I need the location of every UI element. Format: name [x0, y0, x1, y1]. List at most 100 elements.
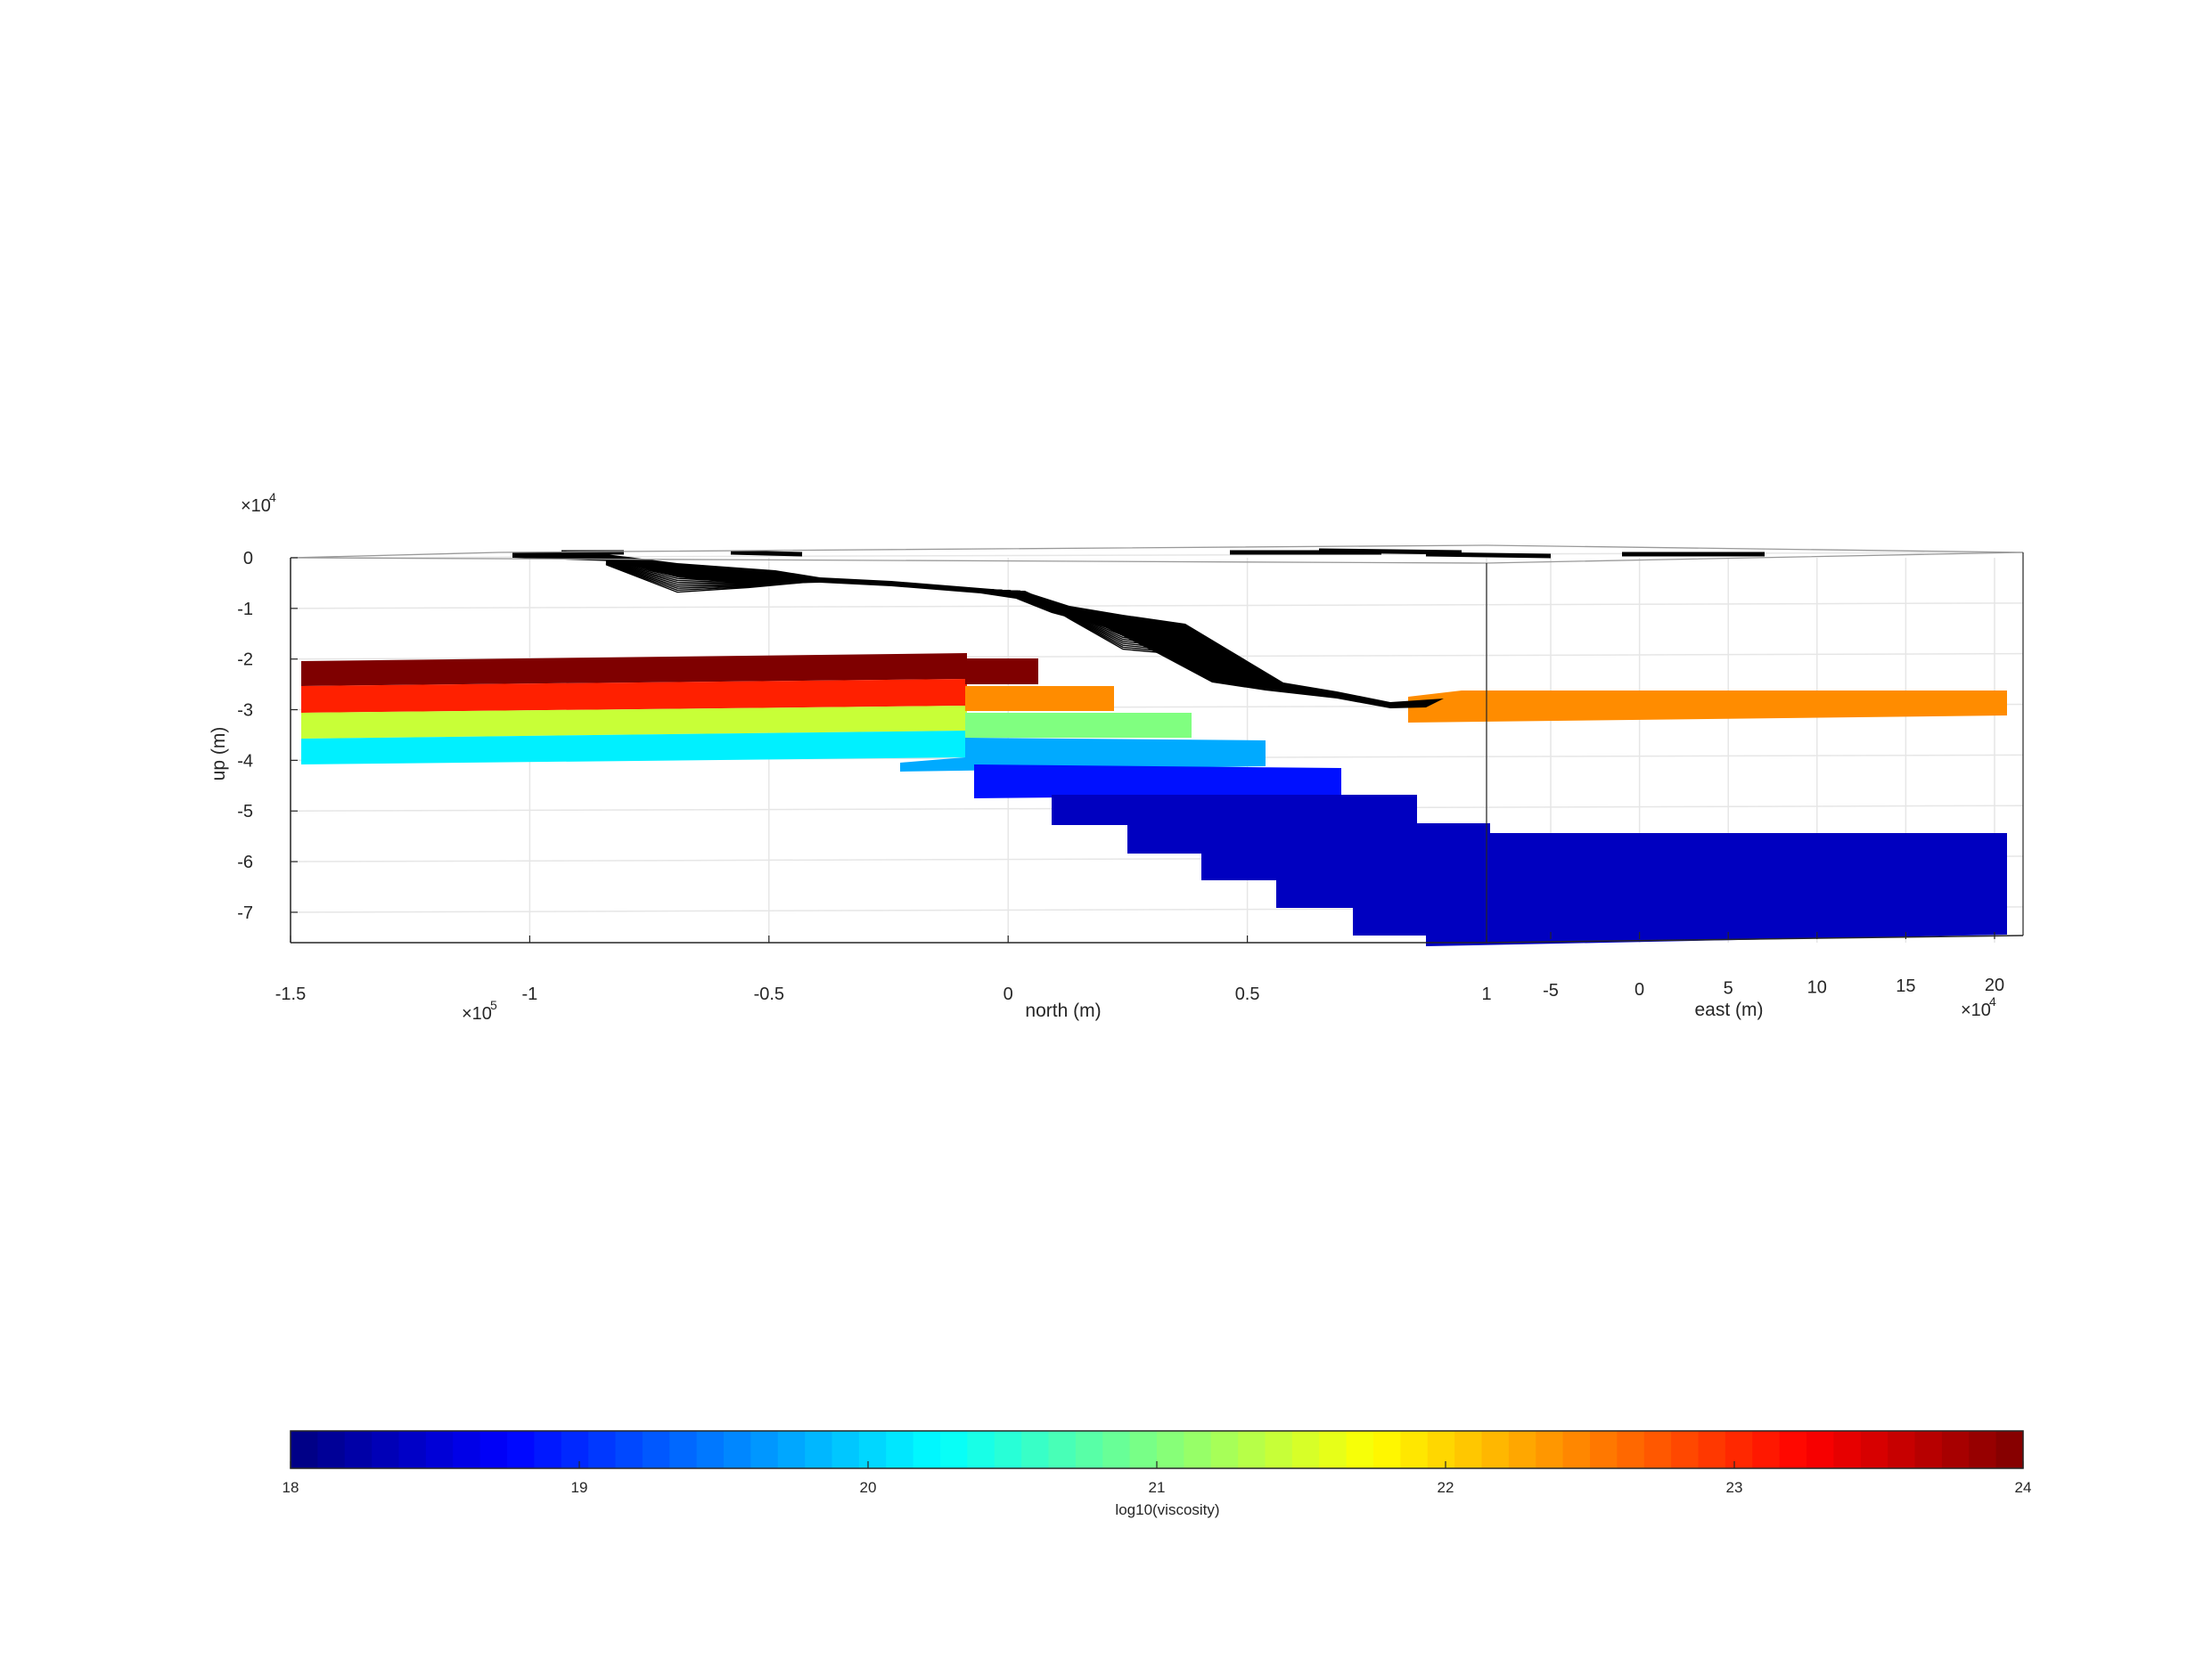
colorbar-segment: [1888, 1431, 1916, 1468]
colorbar-segment: [724, 1431, 751, 1468]
colorbar-segment: [1752, 1431, 1781, 1468]
colorbar-segment: [1102, 1431, 1131, 1468]
colorbar-tick-label: 19: [571, 1479, 588, 1496]
colorbar-segment: [1860, 1431, 1888, 1468]
colorbar-segment: [1617, 1431, 1645, 1468]
colorbar: [290, 1430, 2024, 1469]
colorbar-segment: [1941, 1431, 1970, 1468]
colorbar-segment: [669, 1431, 698, 1468]
up-tick-label: 0: [243, 549, 253, 568]
colorbar-segment: [1210, 1431, 1239, 1468]
colorbar-segment: [832, 1431, 860, 1468]
colorbar-tick-label: 22: [1438, 1479, 1454, 1496]
viscosity-block: [965, 658, 1038, 684]
axis-line-east: [1486, 935, 2024, 944]
fault-surface-trace: [730, 550, 803, 557]
colorbar-segment: [1346, 1431, 1374, 1468]
north-tick-label: 1: [1481, 985, 1491, 1004]
viscosity-block: [1052, 795, 2007, 946]
north-tick-label: -1: [522, 985, 538, 1004]
viscosity-block: [965, 686, 1114, 711]
up-tick-label: -3: [237, 701, 253, 721]
viscosity-block: [974, 764, 1341, 798]
colorbar-segment: [967, 1431, 995, 1468]
north-tick-label: -0.5: [754, 985, 784, 1004]
colorbar-segment: [615, 1431, 643, 1468]
colorbar-segment: [1508, 1431, 1536, 1468]
colorbar-tick-label: 20: [860, 1479, 877, 1496]
colorbar-segment: [940, 1431, 968, 1468]
viscosity-block: [301, 679, 967, 713]
axes-frame: [290, 552, 2024, 944]
up-tick-label: -7: [237, 903, 253, 923]
colorbar-segment: [398, 1431, 427, 1468]
viscosity-block: [301, 706, 967, 739]
colorbar-segment: [1995, 1431, 2024, 1468]
colorbar-segment: [1075, 1431, 1103, 1468]
colorbar-segment: [1833, 1431, 1862, 1468]
colorbar-segment: [1157, 1431, 1184, 1468]
colorbar-segment: [1021, 1431, 1050, 1468]
colorbar-segment: [534, 1431, 562, 1468]
colorbar-segment: [750, 1431, 779, 1468]
colorbar-segment: [1969, 1431, 1997, 1468]
colorbar-segment: [1806, 1431, 1834, 1468]
colorbar-segment: [1454, 1431, 1483, 1468]
colorbar-tick-labels: 18 19 20 21 22 23 24: [283, 1461, 2032, 1496]
svg-text:×10: ×10: [1961, 1001, 1991, 1020]
colorbar-tick-label: 24: [2015, 1479, 2032, 1496]
north-tick-label: 0: [1004, 985, 1013, 1004]
up-axis-label: up (m): [209, 727, 229, 781]
north-tick-label: -1.5: [275, 985, 306, 1004]
svg-text:×10: ×10: [241, 496, 271, 516]
svg-text:5: 5: [490, 998, 497, 1012]
colorbar-segment: [1725, 1431, 1753, 1468]
east-tick-labels: -5 0 5 10 15 20: [1543, 932, 2004, 1001]
colorbar-segment: [1319, 1431, 1348, 1468]
up-tick-label: -5: [237, 802, 253, 821]
up-exponent: ×10 4: [241, 490, 276, 516]
colorbar-segment: [805, 1431, 833, 1468]
east-tick-label: 20: [1985, 976, 2004, 995]
colorbar-segment: [994, 1431, 1022, 1468]
north-axis-label: north (m): [1025, 1001, 1101, 1021]
colorbar-segment: [1291, 1431, 1320, 1468]
viscosity-block: [900, 738, 1266, 772]
colorbar-segment: [291, 1431, 318, 1468]
fault-mesh: [290, 544, 2024, 708]
colorbar-tick-label: 23: [1726, 1479, 1743, 1496]
svg-text:4: 4: [269, 490, 276, 504]
colorbar-segment: [1779, 1431, 1807, 1468]
up-tick-label: -4: [237, 751, 253, 771]
up-tick-label: -6: [237, 853, 253, 872]
colorbar-segment: [1590, 1431, 1618, 1468]
top-outline: [290, 544, 2024, 559]
north-exponent: ×10 5: [462, 998, 497, 1024]
svg-text:×10: ×10: [462, 1004, 492, 1024]
viscosity-block: [301, 731, 967, 764]
colorbar-segment: [1129, 1431, 1158, 1468]
fault-surface-trace: [1318, 548, 1462, 555]
grid-line-up: [290, 602, 2024, 609]
colorbar-segment: [858, 1431, 887, 1468]
north-tick-labels: -1.5 -1 -0.5 0 0.5 1: [275, 936, 1492, 1004]
north-tick-label: 0.5: [1235, 985, 1260, 1004]
colorbar-segment: [886, 1431, 914, 1468]
up-tick-label: -1: [237, 600, 253, 619]
colorbar-segment: [1698, 1431, 1726, 1468]
colorbar-segment: [1427, 1431, 1455, 1468]
east-tick-label: -5: [1543, 981, 1559, 1001]
colorbar-segment: [1536, 1431, 1564, 1468]
east-tick-label: 0: [1634, 980, 1644, 1000]
colorbar-segment: [1562, 1431, 1591, 1468]
colorbar-segment: [1400, 1431, 1429, 1468]
colorbar-segment: [1914, 1431, 1943, 1468]
colorbar-segment: [777, 1431, 806, 1468]
colorbar-segment: [696, 1431, 725, 1468]
colorbar-segment: [1671, 1431, 1700, 1468]
colorbar-segment: [1481, 1431, 1510, 1468]
east-axis-label: east (m): [1694, 1000, 1763, 1020]
fault-surface-trace: [1425, 552, 1552, 559]
viscosity-blocks: [301, 653, 2007, 946]
